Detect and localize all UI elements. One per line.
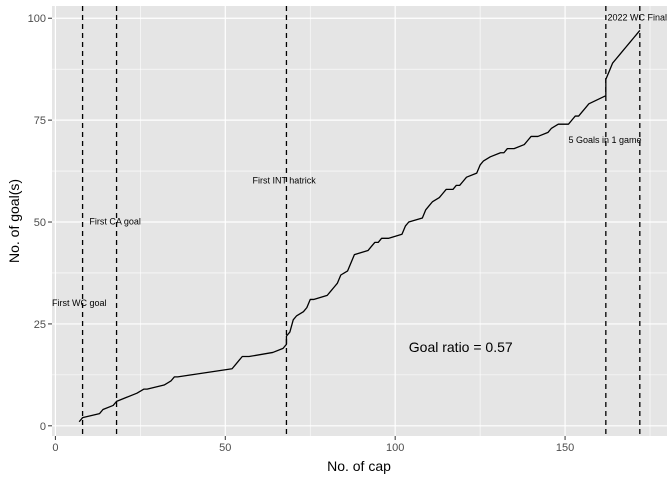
y-tick-label: 100 (28, 13, 46, 25)
x-tick-label: 100 (386, 442, 404, 454)
x-tick-label: 50 (219, 442, 231, 454)
goal-ratio-text: Goal ratio = 0.57 (409, 339, 513, 355)
y-tick-label: 0 (40, 421, 46, 433)
minor-grid (52, 6, 667, 436)
y-tick-label: 25 (34, 319, 46, 331)
y-axis-title: No. of goal(s) (6, 179, 22, 263)
milestone-label: 2022 WC Final (608, 13, 668, 23)
major-grid (52, 6, 667, 436)
milestone-label: First WC goal (52, 298, 107, 308)
y-tick-label: 50 (34, 217, 46, 229)
x-axis-ticks: 0 50 100 150 (52, 436, 574, 454)
milestone-label: First CA goal (89, 216, 141, 226)
plot-panel (52, 6, 667, 436)
milestone-label: First INT hatrick (252, 176, 316, 186)
goals-line (78, 30, 641, 423)
x-tick-label: 0 (52, 442, 58, 454)
y-axis-ticks: 0 25 50 75 100 (28, 13, 52, 433)
milestone-label: 5 Goals in 1 game (568, 135, 641, 145)
annotation-layer: Goal ratio = 0.57 (409, 339, 513, 355)
x-axis-title: No. of cap (327, 458, 391, 474)
y-tick-label: 75 (34, 115, 46, 127)
x-tick-label: 150 (556, 442, 574, 454)
series-layer (78, 30, 641, 423)
event-lines: First WC goal First CA goal First INT hatr… (52, 6, 667, 436)
